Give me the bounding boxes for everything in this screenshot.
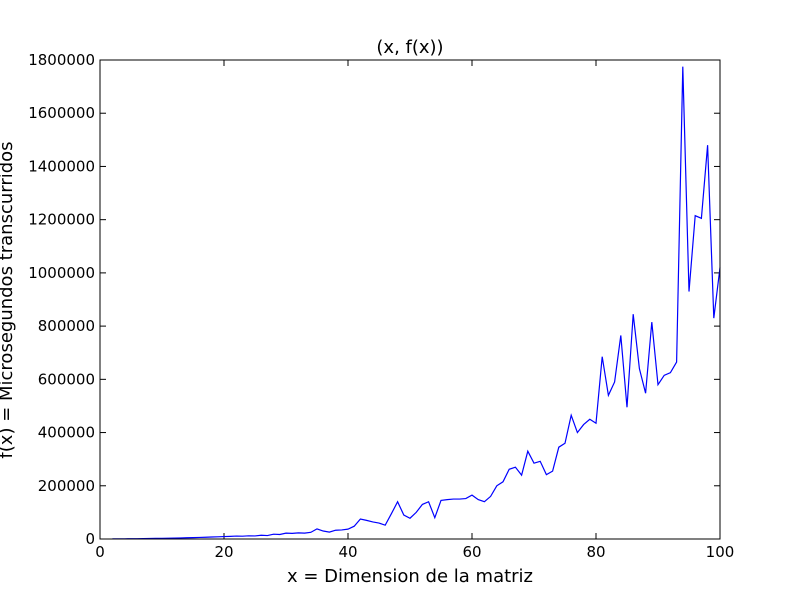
y-tick-label: 1200000 [28,211,95,229]
x-tick-label: 100 [706,543,735,561]
y-tick-label: 200000 [38,477,95,495]
x-tick-label: 80 [586,543,605,561]
series-line [112,66,721,540]
x-tick-label: 60 [462,543,481,561]
x-tick-label: 40 [338,543,357,561]
y-axis-title: f(x) = Microsegundos transcurridos [0,141,17,458]
y-tick-label: 0 [85,530,95,548]
y-axis: 0 200000 400000 600000 800000 1000000 1200000 1… [28,51,720,548]
y-tick-label: 400000 [38,424,95,442]
y-tick-label: 600000 [38,370,95,388]
x-axis: 0 20 40 60 80 100 [95,60,734,561]
y-tick-label: 1400000 [28,157,95,175]
chart-title: (x, f(x)) [376,37,443,58]
y-tick-label: 1800000 [28,51,95,69]
plot-frame [99,59,721,540]
x-axis-title: x = Dimension de la matriz [287,566,533,587]
y-tick-label: 1600000 [28,104,95,122]
y-tick-label: 800000 [38,317,95,335]
y-tick-label: 1000000 [28,264,95,282]
x-tick-label: 0 [95,543,105,561]
x-tick-label: 20 [214,543,233,561]
